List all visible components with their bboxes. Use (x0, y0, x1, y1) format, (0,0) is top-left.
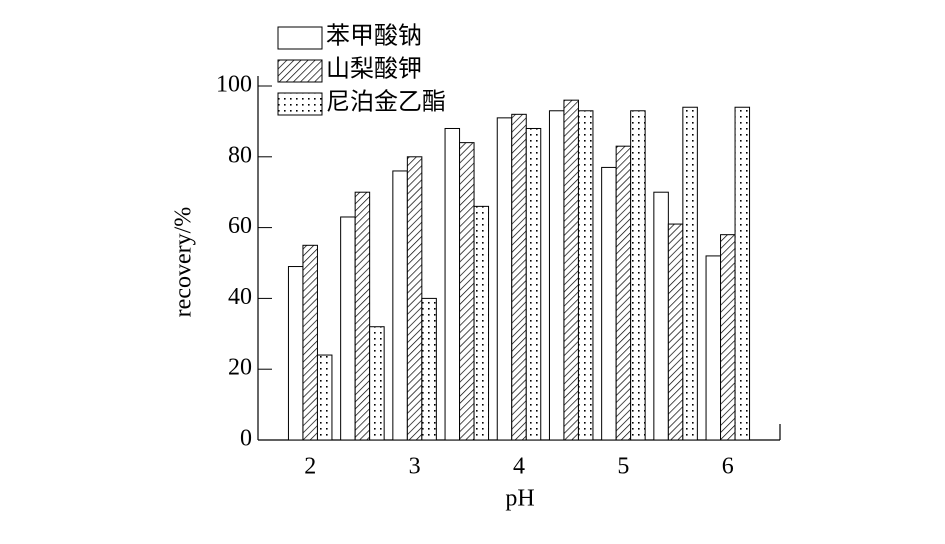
legend-label: 尼泊金乙酯 (326, 89, 446, 116)
bar (734, 106, 751, 441)
legend-swatch (277, 92, 323, 116)
bar (287, 266, 304, 441)
bar (354, 191, 371, 441)
x-axis-label: pH (505, 486, 534, 512)
bar (369, 326, 385, 441)
bar (548, 110, 565, 441)
bar (406, 156, 423, 441)
bar (601, 166, 617, 441)
bar (392, 170, 408, 441)
bar (577, 110, 594, 441)
x-tick-label: 5 (617, 454, 629, 480)
bar (421, 297, 437, 441)
bar (473, 205, 490, 441)
bar (653, 191, 669, 441)
legend-swatch (277, 26, 323, 50)
x-tick-label: 4 (513, 454, 525, 480)
y-axis-label: recovery/% (171, 207, 197, 318)
bar (302, 244, 318, 441)
bar (316, 354, 333, 441)
x-tick-label: 3 (409, 454, 421, 480)
bar (705, 255, 722, 441)
bar (496, 117, 513, 441)
bar (525, 127, 542, 441)
bar (511, 113, 527, 441)
legend-swatch (277, 59, 323, 83)
bar (667, 223, 684, 441)
bar (563, 99, 579, 441)
legend-label: 山梨酸钾 (326, 56, 422, 83)
y-tick-label: 40 (228, 284, 252, 310)
bar (444, 127, 461, 441)
bar (682, 106, 698, 441)
bar (459, 142, 475, 441)
y-tick-label: 60 (228, 213, 252, 239)
x-tick-label: 2 (304, 454, 316, 480)
y-tick-label: 0 (240, 426, 252, 452)
y-tick-label: 20 (228, 355, 252, 381)
y-tick-label: 100 (216, 72, 252, 98)
bar (630, 110, 646, 441)
x-tick-label: 6 (722, 454, 734, 480)
y-tick-label: 80 (228, 142, 252, 168)
bar (615, 145, 632, 441)
bar (340, 216, 356, 441)
legend-label: 苯甲酸钠 (326, 23, 422, 50)
bar (720, 234, 736, 441)
